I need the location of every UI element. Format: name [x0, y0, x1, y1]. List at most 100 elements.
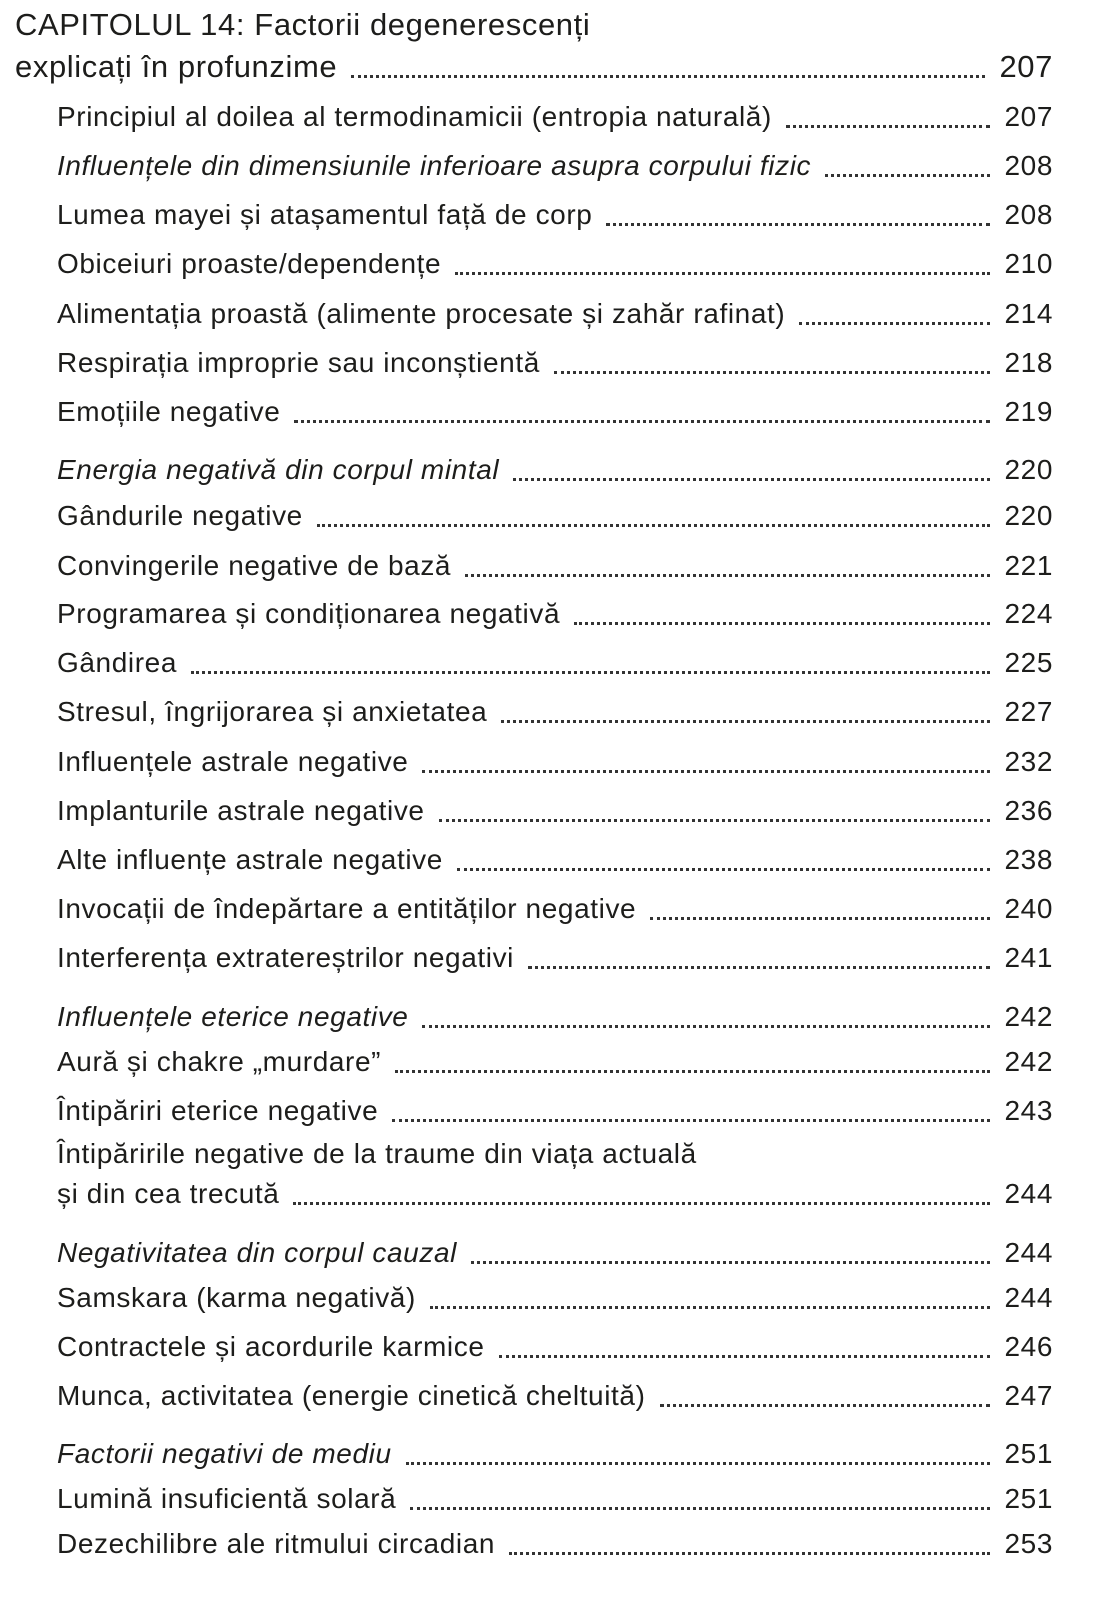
entry-title: Gândirea [57, 647, 177, 678]
toc-entry: Dezechilibre ale ritmului circadian 253 [57, 1524, 1053, 1564]
toc-entry: Gândirea 225 [57, 643, 1053, 683]
dot-leader [191, 670, 991, 674]
dot-leader [429, 1305, 991, 1309]
entry-page: 207 [1004, 101, 1053, 132]
entry-title: Alimentația proastă (alimente procesate … [57, 298, 786, 329]
dot-leader [455, 271, 991, 275]
dot-leader [470, 1260, 991, 1264]
entry-title: Contractele și acordurile karmice [57, 1331, 485, 1362]
entry-page: 220 [1004, 500, 1053, 531]
toc-entry: Influențele din dimensiunile inferioare … [57, 146, 1053, 186]
entry-page: 244 [1004, 1178, 1053, 1209]
dot-leader [294, 419, 991, 423]
toc-entry: Factorii negativi de mediu 251 [57, 1434, 1053, 1474]
dot-leader [574, 621, 991, 625]
dot-leader [509, 1551, 991, 1555]
toc-entry: Invocații de îndepărtare a entităților n… [57, 889, 1053, 929]
dot-leader [659, 1403, 991, 1407]
entry-page: 251 [1004, 1438, 1053, 1469]
toc-entry: și din cea trecută 244 [57, 1174, 1053, 1214]
entry-page: 219 [1004, 396, 1053, 427]
entry-title: Principiul al doilea al termodinamicii (… [57, 101, 772, 132]
toc-entry: Alte influențe astrale negative 238 [57, 840, 1053, 880]
entry-title: Lumea mayei și atașamentul față de corp [57, 199, 593, 230]
dot-leader [785, 124, 991, 128]
toc-entry: Principiul al doilea al termodinamicii (… [57, 97, 1053, 137]
entry-page: 225 [1004, 647, 1053, 678]
dot-leader [650, 916, 991, 920]
toc-entry: Emoțiile negative 219 [57, 392, 1053, 432]
toc-entry: Obiceiuri proaste/dependențe 210 [57, 244, 1053, 284]
entry-title: Alte influențe astrale negative [57, 844, 443, 875]
toc-entry: Energia negativă din corpul mintal 220 [57, 450, 1053, 490]
entry-title: Emoțiile negative [57, 396, 281, 427]
dot-leader [799, 321, 991, 325]
entry-page: 220 [1004, 454, 1053, 485]
toc-entry: Respirația improprie sau inconștientă 218 [57, 343, 1053, 383]
toc-entry: Gândurile negative 220 [57, 496, 1053, 536]
dot-leader [501, 719, 991, 723]
entry-title: Influențele astrale negative [57, 746, 409, 777]
dot-leader [438, 818, 991, 822]
entry-page: 244 [1004, 1282, 1053, 1313]
entry-title: Obiceiuri proaste/dependențe [57, 248, 442, 279]
entry-page: 218 [1004, 347, 1053, 378]
entry-page: 221 [1004, 550, 1053, 581]
dot-leader [553, 370, 991, 374]
toc-entry: Influențele astrale negative 232 [57, 742, 1053, 782]
entry-page: 246 [1004, 1331, 1053, 1362]
toc-entry: Munca, activitatea (energie cinetică che… [57, 1376, 1053, 1416]
entry-title: Aură și chakre „murdare” [57, 1046, 382, 1077]
chapter-title-line2: explicați în profunzime 207 [15, 47, 1053, 87]
entry-title: Influențele eterice negative [57, 1001, 409, 1032]
entry-title: Stresul, îngrijorarea și anxietatea [57, 696, 488, 727]
entry-page: 208 [1004, 150, 1053, 181]
dot-leader [316, 523, 991, 527]
dot-leader [405, 1461, 991, 1465]
entry-page: 242 [1004, 1001, 1053, 1032]
toc-entry: Interferența extratereștrilor negativi 24… [57, 938, 1053, 978]
entry-title: Convingerile negative de bază [57, 550, 452, 581]
entry-title: Influențele din dimensiunile inferioare … [57, 150, 812, 181]
toc-entry: Lumină insuficientă solară 251 [57, 1479, 1053, 1519]
dot-leader [498, 1354, 991, 1358]
dot-leader [456, 867, 991, 871]
toc-entry: Alimentația proastă (alimente procesate … [57, 294, 1053, 334]
entry-title: Interferența extratereștrilor negativi [57, 942, 515, 973]
entry-title: Invocații de îndepărtare a entităților n… [57, 893, 637, 924]
chapter-label: CAPITOLUL 14: [15, 7, 246, 42]
entry-page: 240 [1004, 893, 1053, 924]
dot-leader [392, 1118, 991, 1122]
dot-leader [825, 173, 991, 177]
entry-title: Samskara (karma negativă) [57, 1282, 416, 1313]
entry-page: 251 [1004, 1483, 1053, 1514]
entry-title: și din cea trecută [57, 1178, 280, 1209]
entry-title: Întipăriri eterice negative [57, 1095, 379, 1126]
toc-entry: Programarea și condiționarea negativă 224 [57, 594, 1053, 634]
entry-page: 236 [1004, 795, 1053, 826]
entry-page: 210 [1004, 248, 1053, 279]
entry-page: 208 [1004, 199, 1053, 230]
toc-entry: Contractele și acordurile karmice 246 [57, 1327, 1053, 1367]
chapter-title-cont: explicați în profunzime [15, 49, 338, 84]
entry-title: Munca, activitatea (energie cinetică che… [57, 1380, 646, 1411]
entry-title: Energia negativă din corpul mintal [57, 454, 500, 485]
entry-page: 224 [1004, 598, 1053, 629]
dot-leader [465, 573, 991, 577]
entry-title: Programarea și condiționarea negativă [57, 598, 561, 629]
chapter-page: 207 [999, 49, 1053, 84]
entry-page: 253 [1004, 1528, 1053, 1559]
dot-leader [422, 1024, 991, 1028]
entry-title: Lumină insuficientă solară [57, 1483, 397, 1514]
entry-page: 244 [1004, 1237, 1053, 1268]
entry-page: 247 [1004, 1380, 1053, 1411]
toc-entry: Întipăriri eterice negative 243 [57, 1091, 1053, 1131]
toc-entry: Samskara (karma negativă) 244 [57, 1278, 1053, 1318]
entry-page: 232 [1004, 746, 1053, 777]
dot-leader [410, 1506, 991, 1510]
dot-leader [351, 74, 986, 78]
dot-leader [513, 477, 991, 481]
entry-page: 238 [1004, 844, 1053, 875]
toc-entry: Implanturile astrale negative 236 [57, 791, 1053, 831]
toc-entry: Aură și chakre „murdare” 242 [57, 1042, 1053, 1082]
